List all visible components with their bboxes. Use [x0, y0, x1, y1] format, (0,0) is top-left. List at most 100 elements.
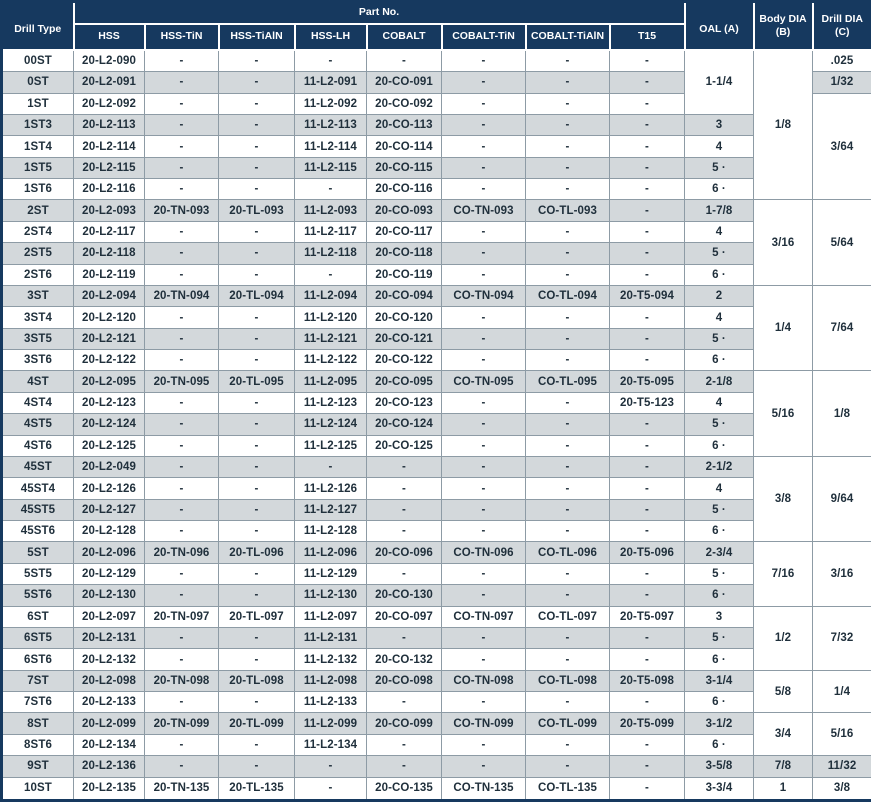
part-cell: 20-L2-096	[73, 541, 145, 564]
part-cell: 11-L2-097	[294, 605, 367, 628]
part-cell: 11-L2-121	[294, 327, 367, 351]
oal-cell: 5 ·	[684, 327, 755, 351]
part-cell: 20-L2-099	[73, 712, 145, 735]
drill-dia-cell: 1/4	[812, 669, 871, 714]
part-cell: -	[525, 434, 610, 457]
part-cell: -	[366, 477, 442, 500]
part-cell: 20-TN-098	[144, 669, 219, 693]
oal-cell: 2-3/4	[684, 541, 755, 564]
drill-dia-cell: 3/64	[812, 92, 871, 201]
part-cell: -	[366, 733, 442, 757]
part-cell: -	[218, 648, 295, 671]
part-cell: CO-TN-096	[441, 541, 526, 564]
part-cell: -	[294, 455, 367, 479]
part-cell: 20-CO-119	[366, 263, 442, 286]
part-cell: -	[525, 455, 610, 479]
body-dia-cell: 1/8	[753, 48, 814, 201]
part-cell: -	[525, 584, 610, 607]
part-cell: -	[144, 263, 219, 286]
oal-cell: 6 ·	[684, 691, 755, 714]
drill-type-cell: 9ST	[1, 755, 74, 778]
col-header-drill-dia: Drill DIA (C)	[811, 0, 871, 51]
part-cell: -	[218, 306, 295, 329]
drill-type-cell: 2ST	[1, 199, 74, 222]
part-cell: 11-L2-129	[294, 562, 367, 586]
part-cell: -	[218, 135, 295, 158]
part-cell: -	[144, 92, 219, 115]
part-cell: -	[218, 455, 295, 479]
part-cell: -	[441, 178, 526, 201]
part-cell: 11-L2-114	[294, 135, 367, 158]
part-cell: 20-CO-118	[366, 242, 442, 265]
part-cell: -	[441, 263, 526, 286]
col-header-hss-lh: HSS-LH	[293, 22, 368, 51]
oal-cell: 2	[684, 284, 755, 308]
part-cell: 20-L2-090	[73, 48, 145, 73]
part-no-columns-row: HSS HSS-TiN HSS-TiAlN HSS-LH COBALT COBALT-Ti…	[2, 22, 871, 51]
part-cell: 20-L2-049	[73, 455, 145, 479]
part-cell: 20-CO-099	[366, 712, 442, 735]
part-cell: 20-T5-095	[608, 370, 686, 393]
part-cell: -	[366, 498, 442, 522]
drill-type-cell: 7ST	[1, 669, 74, 693]
part-cell: 11-L2-128	[294, 520, 367, 543]
part-cell: 20-L2-127	[73, 498, 145, 522]
part-cell: -	[144, 242, 219, 265]
part-cell: -	[218, 498, 295, 522]
table-body: 00ST 20-L2-090- - - - - - -1-1/4 1/8.025 0ST 20-L2…	[1, 48, 871, 802]
table-row: 3ST6 20-L2-122- -11-L2-122 20-CO-122- - -6 ·	[1, 349, 871, 372]
table-row: 7ST 20-L2-098 20-TN-098 20-TL-098 11-L2-098 2…	[1, 669, 871, 714]
part-cell: -	[366, 691, 442, 714]
part-cell: -	[441, 135, 526, 158]
table-row: 4ST 20-L2-095 20-TN-095 20-TL-095 11-L2-095 2…	[1, 370, 871, 457]
part-cell: -	[144, 626, 219, 650]
part-cell: CO-TN-097	[441, 605, 526, 628]
part-cell: 11-L2-130	[294, 584, 367, 607]
col-header-body-dia: Body DIA (B)	[752, 0, 814, 51]
part-cell: -	[525, 92, 610, 115]
part-cell: 20-L2-121	[73, 327, 145, 351]
part-cell: -	[525, 477, 610, 500]
part-cell: 20-L2-094	[73, 284, 145, 308]
part-cell: -	[144, 434, 219, 457]
part-cell: 11-L2-117	[294, 220, 367, 244]
table-row: 6ST 20-L2-097 20-TN-097 20-TL-097 11-L2-097 2…	[1, 605, 871, 671]
part-cell: -	[608, 434, 686, 457]
part-cell: -	[218, 691, 295, 714]
part-cell: -	[218, 755, 295, 778]
part-cell: CO-TN-093	[441, 199, 526, 222]
table-row: 1ST4 20-L2-114- -11-L2-114 20-CO-114- - -4	[1, 135, 871, 158]
part-cell: 11-L2-133	[294, 691, 367, 714]
drill-dia-cell: 7/32	[812, 605, 871, 671]
oal-cell: 3-1/2	[684, 712, 755, 735]
part-cell: CO-TN-095	[441, 370, 526, 393]
part-cell: 11-L2-127	[294, 498, 367, 522]
drill-type-cell: 5ST	[1, 541, 74, 564]
part-cell: 11-L2-092	[294, 92, 367, 115]
part-cell: -	[294, 776, 367, 802]
drill-type-cell: 0ST	[1, 71, 74, 94]
part-cell: -	[218, 178, 295, 201]
body-dia-cell: 3/4	[753, 712, 814, 757]
oal-cell: 5 ·	[684, 626, 755, 650]
part-cell: -	[366, 48, 442, 73]
part-cell: -	[144, 135, 219, 158]
part-cell: -	[525, 626, 610, 650]
part-cell: 11-L2-091	[294, 71, 367, 94]
part-cell: 20-L2-126	[73, 477, 145, 500]
part-cell: -	[525, 306, 610, 329]
drill-type-cell: 2ST4	[1, 220, 74, 244]
table-row: 3ST5 20-L2-121- -11-L2-121 20-CO-121- - -5 ·	[1, 327, 871, 351]
body-dia-cell: 7/16	[753, 541, 814, 607]
part-cell: 20-L2-120	[73, 306, 145, 329]
part-cell: -	[144, 306, 219, 329]
oal-cell: 6 ·	[684, 584, 755, 607]
part-cell: 20-TN-097	[144, 605, 219, 628]
part-cell: -	[608, 477, 686, 500]
part-cell: -	[366, 755, 442, 778]
body-dia-cell: 1	[753, 776, 814, 802]
table-row: 10ST 20-L2-135 20-TN-135 20-TL-135-20-CO-13…	[1, 776, 871, 802]
part-cell: 20-L2-113	[73, 113, 145, 137]
part-cell: -	[525, 113, 610, 137]
part-cell: -	[608, 691, 686, 714]
